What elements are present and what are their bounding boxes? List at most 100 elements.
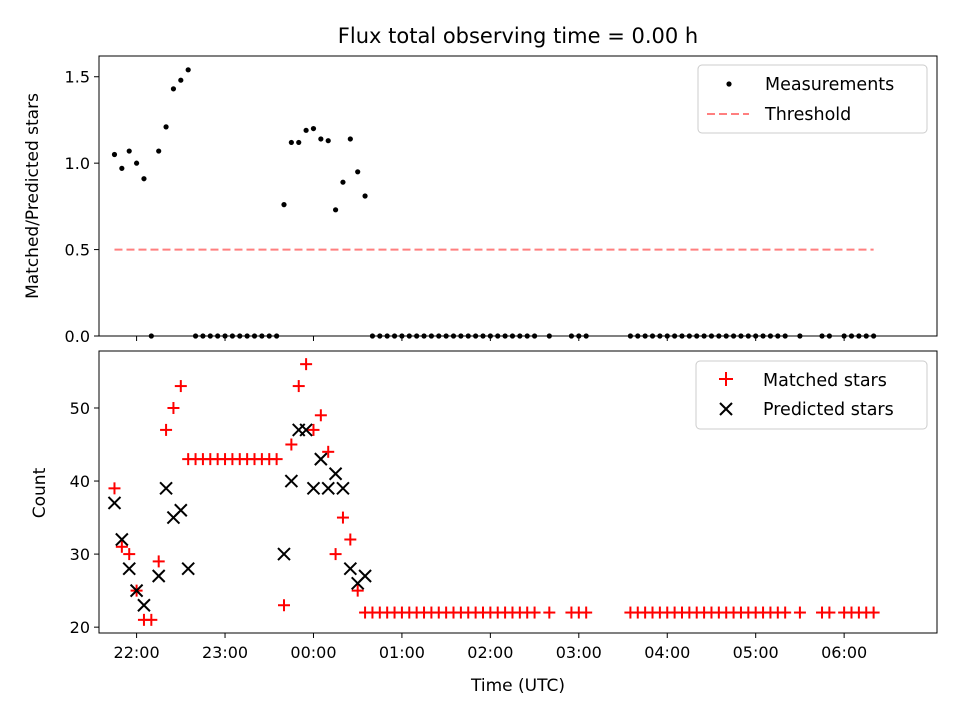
measurements-point	[156, 148, 162, 154]
flux-ratio-panel: Flux total observing time = 0.00 h 0.0 0.…	[23, 24, 938, 346]
predicted-stars-point	[115, 532, 129, 547]
y-tick-label: 1.5	[65, 68, 90, 87]
measurements-point	[332, 207, 339, 213]
x-axis-label: Time (UTC)	[470, 676, 565, 696]
measurements-point	[126, 148, 132, 154]
matched-stars-point	[115, 540, 128, 553]
predicted-stars-point	[181, 562, 195, 576]
x-tick-label: 04:00	[644, 643, 690, 662]
x-tick-label: 03:00	[556, 643, 602, 662]
x-tick: 01:00	[379, 633, 425, 662]
predicted-stars-point	[343, 562, 358, 576]
y-tick: 1.0	[65, 154, 99, 173]
predicted-stars-point	[107, 496, 122, 510]
matched-stars-point	[108, 482, 121, 495]
measurements-point	[318, 136, 324, 142]
predicted-stars-point	[336, 481, 350, 496]
bottom-legend-box	[695, 360, 928, 430]
measurements-point	[355, 169, 361, 175]
predicted-stars-point	[306, 481, 321, 496]
y-tick-label: 0.0	[65, 327, 90, 346]
measurements-point	[347, 136, 353, 142]
measurements-point	[296, 139, 302, 146]
x-tick-label: 23:00	[202, 643, 248, 662]
legend-label-matched-stars: Matched stars	[763, 371, 887, 391]
y-tick-label: 50	[70, 399, 90, 418]
measurements-point	[310, 125, 317, 132]
top-axes-frame	[98, 55, 938, 337]
predicted-stars-point	[299, 423, 313, 437]
y-tick: 0.5	[65, 241, 99, 260]
predicted-stars-point	[129, 583, 144, 598]
top-x-ticks	[136, 336, 845, 341]
y-tick: 40	[70, 472, 99, 491]
predicted-stars-point	[358, 569, 372, 583]
legend-label-predicted-stars: Predicted stars	[763, 400, 894, 420]
measurements-point	[163, 124, 169, 130]
bottom-series-layer	[107, 358, 880, 626]
y-tick-label: 1.0	[65, 154, 90, 173]
y-tick: 0.0	[65, 327, 99, 346]
matched-stars-point	[336, 511, 349, 524]
measurements-point	[281, 202, 287, 208]
star-count-panel: 20 30 40 50 22:00 23:00 00:00 01:00 02:00 03:00 0…	[30, 350, 938, 696]
x-tick: 22:00	[114, 633, 160, 662]
measurements-point	[303, 127, 309, 133]
matched-stars-point	[351, 584, 364, 597]
x-tick: 03:00	[556, 633, 602, 662]
predicted-stars-point	[314, 452, 328, 466]
bottom-y-axis-label: Count	[30, 467, 50, 518]
legend-marker-measurements	[726, 81, 732, 87]
legend-label-measurements: Measurements	[765, 75, 894, 95]
y-tick-label: 20	[70, 618, 90, 637]
y-tick: 20	[70, 618, 99, 637]
matched-stars-point	[314, 409, 327, 422]
predicted-stars-point	[328, 467, 343, 481]
x-tick-label: 05:00	[733, 643, 779, 662]
y-tick: 30	[70, 545, 99, 564]
measurements-point	[141, 176, 147, 182]
matched-stars-point	[793, 606, 806, 619]
x-tick: 04:00	[644, 633, 690, 662]
bottom-axes-frame	[98, 350, 938, 634]
matched-stars-point	[270, 453, 283, 466]
matched-stars-point	[123, 548, 136, 561]
bottom-x-ticks: 22:00 23:00 00:00 01:00 02:00 03:00 04:00 05:00…	[114, 633, 867, 662]
x-tick: 05:00	[733, 633, 779, 662]
matched-stars-point	[867, 606, 880, 619]
bottom-legend: Matched stars Predicted stars	[695, 360, 928, 430]
y-tick-label: 40	[70, 472, 90, 491]
predicted-stars-point	[159, 481, 173, 496]
matched-stars-point	[292, 380, 305, 393]
matched-stars-point	[300, 358, 313, 371]
measurements-point	[178, 77, 184, 83]
matched-stars-point	[160, 423, 173, 436]
matched-stars-point	[580, 606, 593, 619]
x-tick-label: 06:00	[821, 643, 867, 662]
x-tick-label: 00:00	[290, 643, 336, 662]
matched-stars-point	[145, 613, 158, 626]
measurements-point	[111, 151, 118, 158]
bottom-y-ticks: 20 30 40 50	[70, 399, 99, 637]
x-tick: 06:00	[821, 633, 867, 662]
measurements-point	[340, 179, 346, 185]
matched-stars-point	[344, 533, 357, 546]
chart-title: Flux total observing time = 0.00 h	[338, 24, 698, 48]
predicted-stars-point	[151, 569, 166, 583]
predicted-stars-point	[174, 503, 188, 517]
matched-stars-point	[277, 599, 290, 612]
y-tick: 50	[70, 399, 99, 418]
x-tick-label: 22:00	[114, 643, 160, 662]
legend-label-threshold: Threshold	[764, 105, 851, 125]
legend-marker-matched-stars	[719, 372, 733, 386]
top-legend: Measurements Threshold	[697, 64, 928, 134]
measurements-point	[362, 193, 368, 199]
matched-stars-point	[543, 606, 556, 619]
matched-stars-point	[285, 438, 298, 451]
matched-stars-point	[174, 380, 187, 393]
measurements-point	[119, 165, 125, 171]
matched-stars-point	[322, 445, 335, 458]
x-tick: 23:00	[202, 633, 248, 662]
predicted-stars-point	[284, 474, 299, 488]
matched-stars-point	[823, 606, 836, 619]
